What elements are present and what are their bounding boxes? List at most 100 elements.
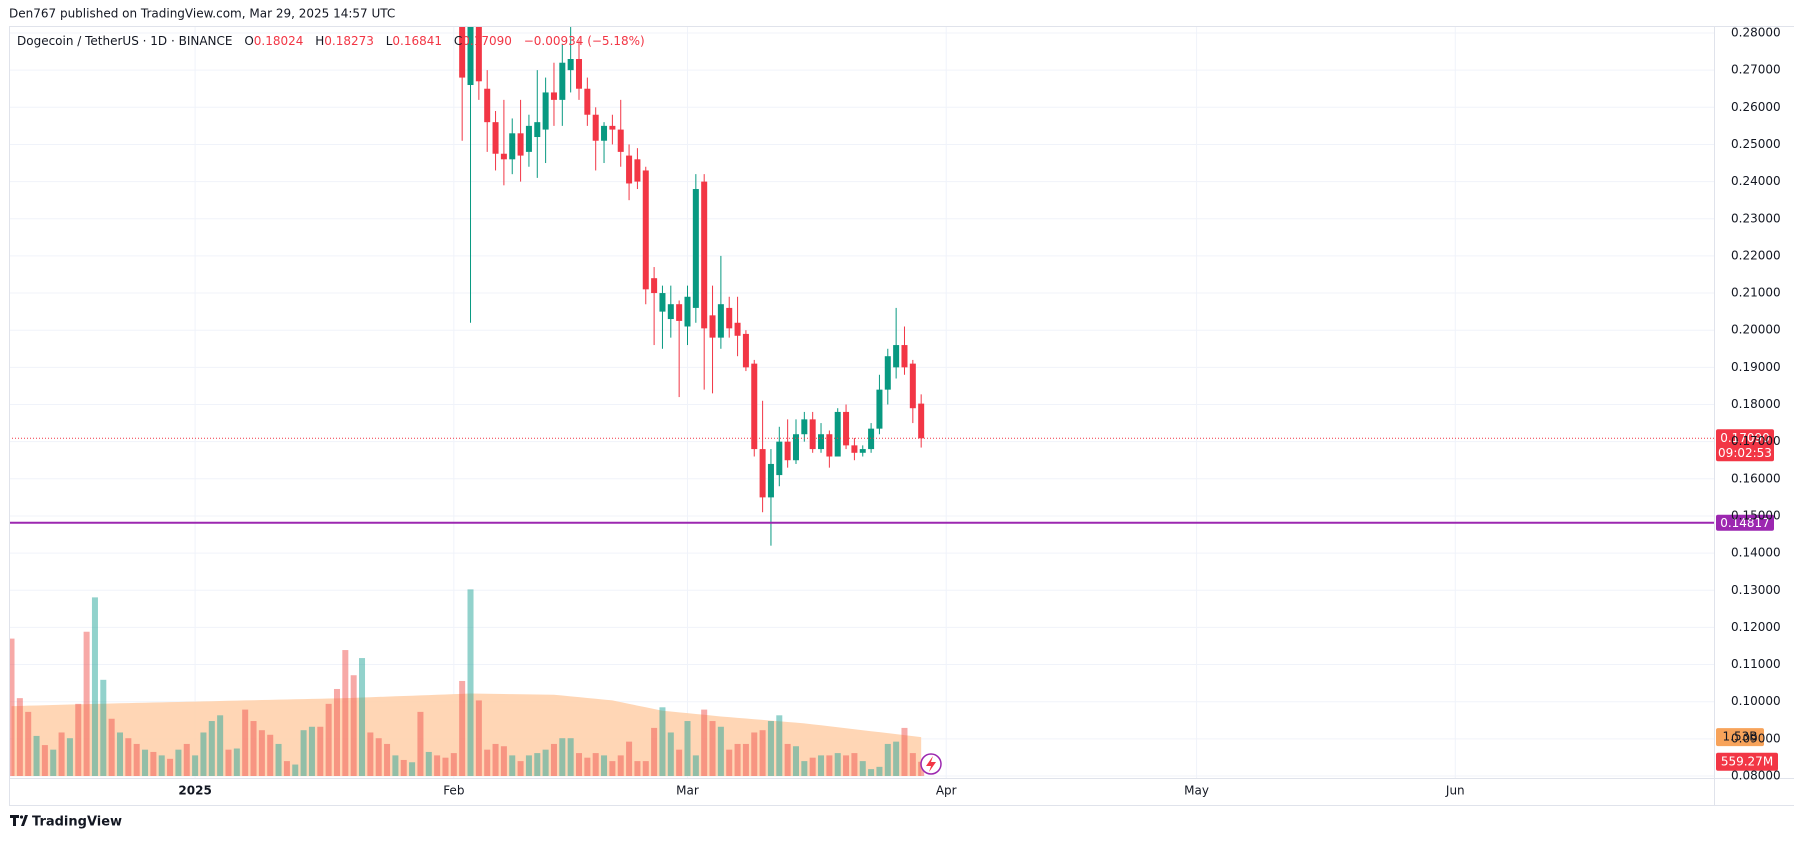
volume-bar [183,743,190,776]
legend-value: 0.16841 [392,34,442,48]
volume-bar [384,743,391,776]
candle-body [876,389,883,429]
volume-bar [909,753,916,776]
candle-body [651,278,658,294]
candle-body [784,441,791,461]
brand-name: TradingView [32,815,122,830]
volume-bar [792,746,799,776]
volume-bar [125,738,132,776]
volume-bar [567,738,574,776]
candle-body [792,434,799,461]
brand-logo[interactable]: TradingView [10,815,122,830]
candle-body [634,159,641,182]
candle-body [851,445,858,453]
candle-body [626,155,633,184]
legend-key: O [244,34,253,48]
volume-bar [559,738,566,776]
legend-change: −0.00934 (−5.18%) [524,34,645,48]
logo-dot [19,815,24,819]
candle-body [709,315,716,338]
replay-icon[interactable] [920,753,942,775]
candle-body [492,122,499,154]
volume-bar [400,759,407,776]
volume-bar [918,761,925,776]
candle-body [500,153,507,160]
y-tick-label: 0.10000 [1731,694,1781,708]
candle-body [843,411,850,446]
candle-body [609,125,616,130]
y-tick-label: 0.22000 [1731,248,1781,262]
candle-body [534,122,541,138]
logo-mark [10,815,28,826]
candle-body [834,411,841,457]
volume-bar [16,698,23,776]
y-tick-label: 0.11000 [1731,657,1781,671]
volume-badge [1716,752,1778,771]
candle-body [742,333,749,368]
y-tick-label: 0.15000 [1731,508,1781,522]
volume-bar [676,749,683,776]
candle-body [767,463,774,498]
candle-body [918,403,925,439]
volume-bar [475,700,482,776]
published-note: Den767 published on TradingView.com, Mar… [9,7,395,21]
volume-bar [667,732,674,776]
candle-body [884,356,891,390]
volume-bar [592,753,599,776]
volume-bar [217,715,224,776]
volume-bar [534,753,541,776]
candle-body [801,419,808,435]
y-tick-label: 0.14000 [1731,546,1781,560]
volume-bar [342,650,349,776]
volume-bar [868,769,875,776]
legend-value: 0.18024 [254,34,304,48]
volume-bar [651,727,658,776]
candle-body [759,449,766,498]
volume-bar [50,749,57,776]
price-badge [1716,514,1774,531]
volume-bar [333,688,340,776]
volume-bar [75,703,82,776]
y-tick-label: 0.24000 [1731,174,1781,188]
volume-bar [509,755,516,776]
volume-bar [859,761,866,776]
y-tick-label: 0.26000 [1731,100,1781,114]
candle-body [692,189,699,308]
y-tick-label: 0.21000 [1731,286,1781,300]
volume-bar [776,715,783,776]
volume-bar [575,753,583,776]
candle-body [717,304,724,338]
candle-body [809,419,816,450]
y-tick-label: 0.19000 [1731,360,1781,374]
volume-bar [809,757,816,776]
x-tick-label: 2025 [178,784,211,798]
candle-body [642,170,649,290]
volume-bar [208,721,215,776]
volume-bar [83,631,90,776]
price-pane [459,27,925,546]
candle-body [567,59,574,71]
volume-bar [834,753,841,776]
volume-bar [500,746,507,776]
axes: 0.08000 0.09000 0.10000 0.11000 0.12000 0.130… [178,26,1780,798]
volume-bar [167,758,174,776]
last-price-label: 0.17090 [1720,431,1770,445]
volume-bar [550,743,557,776]
volume-bar [233,748,240,776]
volume-bar [300,730,307,776]
volume-bar [417,711,424,776]
volume-bar [742,743,749,776]
candle-body [467,27,474,86]
legend-key: L [386,34,393,48]
y-tick-label: 0.13000 [1731,583,1781,597]
x-tick-label: May [1184,784,1209,798]
volume-bar [116,732,124,776]
x-tick-label: Apr [936,784,957,798]
y-tick-label: 0.17000 [1731,434,1781,448]
candle-body [667,304,674,320]
y-tick-label: 0.12000 [1731,620,1781,634]
icon-bolt [926,756,936,772]
volume-bar [367,732,374,776]
legend-key: H [315,34,324,48]
volume-bar [359,658,366,776]
